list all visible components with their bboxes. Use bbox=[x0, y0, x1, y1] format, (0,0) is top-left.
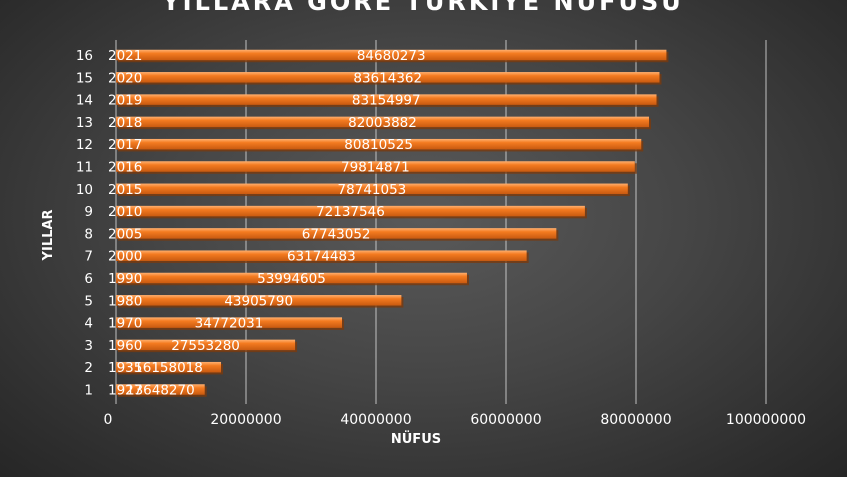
y-tick-label: 6 bbox=[84, 271, 93, 287]
year-label: 1927 bbox=[108, 383, 142, 399]
y-tick-label: 13 bbox=[76, 115, 93, 131]
y-axis-label: YILLAR bbox=[41, 210, 56, 262]
year-label: 2005 bbox=[108, 226, 142, 242]
value-label: 79814871 bbox=[341, 160, 410, 176]
year-label: 2019 bbox=[108, 93, 142, 109]
bar bbox=[116, 250, 527, 261]
bar bbox=[116, 138, 642, 150]
value-label: 84680273 bbox=[357, 48, 426, 64]
year-label: 2000 bbox=[108, 249, 142, 265]
x-tick-label: 20000000 bbox=[210, 412, 281, 428]
value-label: 43905790 bbox=[224, 293, 293, 309]
x-axis-label: NÜFUS bbox=[391, 431, 441, 447]
x-tick-labels: 0 20000000 40000000 60000000 80000000 1000000… bbox=[104, 412, 807, 428]
value-label: 83154997 bbox=[352, 93, 421, 109]
bar bbox=[116, 272, 467, 284]
value-label: 16158018 bbox=[134, 360, 203, 376]
year-label: 2016 bbox=[108, 160, 142, 176]
bar bbox=[116, 205, 585, 217]
bar bbox=[116, 49, 667, 61]
x-tick-label: 80000000 bbox=[600, 412, 671, 428]
y-tick-label: 14 bbox=[76, 93, 93, 109]
value-label: 27553280 bbox=[171, 338, 240, 354]
y-tick-label: 15 bbox=[76, 70, 93, 86]
bar bbox=[116, 339, 296, 351]
bar bbox=[116, 161, 635, 172]
value-label: 63174483 bbox=[287, 249, 356, 265]
year-label: 2015 bbox=[108, 182, 142, 198]
x-tick-label: 100000000 bbox=[726, 412, 806, 428]
y-tick-label: 9 bbox=[84, 204, 93, 220]
y-tick-label: 3 bbox=[84, 338, 93, 354]
year-label: 1960 bbox=[108, 338, 142, 354]
value-label: 67743052 bbox=[302, 226, 371, 242]
year-label: 1935 bbox=[108, 360, 142, 376]
bar bbox=[116, 295, 402, 306]
value-label: 82003882 bbox=[348, 115, 417, 131]
y-tick-label: 1 bbox=[84, 383, 93, 399]
year-label: 1980 bbox=[108, 293, 142, 309]
chart-title: YILLARA GÖRE TÜRKİYE NÜFUSU bbox=[161, 0, 683, 16]
x-tick-label: 40000000 bbox=[340, 412, 411, 428]
y-tick-label: 10 bbox=[76, 182, 93, 198]
year-label: 1970 bbox=[108, 316, 142, 332]
y-tick-label: 2 bbox=[84, 360, 93, 376]
y-tick-label: 16 bbox=[76, 48, 93, 64]
bar bbox=[116, 72, 660, 83]
y-tick-label: 7 bbox=[84, 249, 93, 265]
value-label: 78741053 bbox=[338, 182, 407, 198]
bar bbox=[116, 116, 650, 128]
bar bbox=[116, 183, 628, 195]
bar bbox=[116, 94, 657, 105]
y-tick-label: 4 bbox=[84, 316, 93, 332]
y-tick-label: 11 bbox=[76, 160, 93, 176]
y-tick-label: 12 bbox=[76, 137, 93, 153]
y-tick-label: 8 bbox=[84, 226, 93, 242]
value-label: 80810525 bbox=[344, 137, 413, 153]
value-label: 72137546 bbox=[316, 204, 385, 220]
year-label: 2018 bbox=[108, 115, 142, 131]
value-label: 53994605 bbox=[257, 271, 326, 287]
x-tick-label: 60000000 bbox=[470, 412, 541, 428]
year-label: 2020 bbox=[108, 70, 142, 86]
value-label: 83614362 bbox=[353, 70, 422, 86]
bar bbox=[116, 228, 557, 239]
bar bbox=[116, 317, 343, 328]
value-label: 34772031 bbox=[195, 316, 264, 332]
x-tick-label: 0 bbox=[104, 412, 113, 428]
value-label: 13648270 bbox=[126, 383, 195, 399]
y-tick-label: 5 bbox=[84, 293, 93, 309]
year-label: 2021 bbox=[108, 48, 142, 64]
year-label: 1990 bbox=[108, 271, 142, 287]
year-label: 2010 bbox=[108, 204, 142, 220]
bar bbox=[116, 361, 222, 373]
year-label: 2017 bbox=[108, 137, 142, 153]
bar bbox=[116, 384, 205, 395]
